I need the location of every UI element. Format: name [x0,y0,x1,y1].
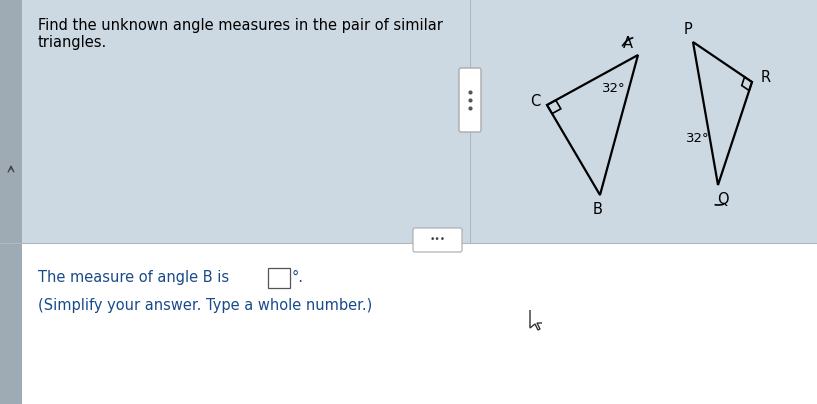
Text: •••: ••• [430,236,445,244]
Text: A: A [623,36,633,50]
Text: P: P [684,23,692,38]
Text: 32°: 32° [602,82,626,95]
Bar [0,0,22,404]
Bar [268,268,290,288]
Text: 32°: 32° [686,131,710,145]
Bar [0,243,817,404]
Text: B: B [593,202,603,217]
FancyBboxPatch shape [413,228,462,252]
Text: °.: °. [292,270,304,285]
Text: C: C [530,93,540,109]
FancyBboxPatch shape [459,68,481,132]
Text: (Simplify your answer. Type a whole number.): (Simplify your answer. Type a whole numb… [38,298,373,313]
Text: Q: Q [717,191,729,206]
Text: R: R [761,71,771,86]
Text: Find the unknown angle measures in the pair of similar
triangles.: Find the unknown angle measures in the p… [38,18,443,50]
Text: The measure of angle B is: The measure of angle B is [38,270,229,285]
